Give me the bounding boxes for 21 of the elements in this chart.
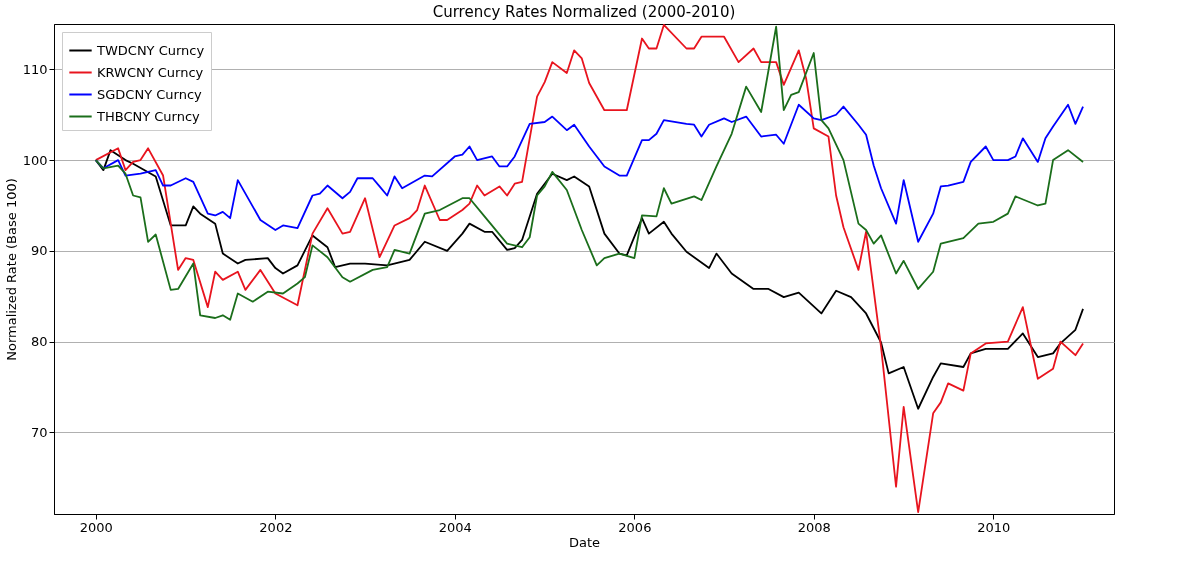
- x-axis-title: Date: [568, 534, 601, 550]
- line-series: [94, 149, 1084, 410]
- x-tick-label: 2010: [977, 519, 1011, 535]
- y-axis-title: Normalized Rate (Base 100): [3, 178, 19, 361]
- x-tick-label: 2000: [79, 519, 113, 535]
- y-tick-label: 80: [30, 334, 48, 350]
- y-tick-label: 90: [30, 243, 48, 259]
- chart-title: Currency Rates Normalized (2000-2010): [432, 3, 736, 21]
- x-tick-label: 2008: [797, 519, 831, 535]
- y-tick-label: 100: [22, 152, 48, 168]
- legend-label: KRWCNY Curncy: [97, 64, 204, 80]
- line-series: [94, 25, 1084, 321]
- x-tick-label: 2004: [438, 519, 472, 535]
- x-tick-label: 2002: [259, 519, 293, 535]
- line-series: [94, 24, 1084, 514]
- legend-label: SGDCNY Curncy: [97, 86, 203, 102]
- legend-label: TWDCNY Curncy: [96, 42, 205, 58]
- x-tick-label: 2006: [618, 519, 652, 535]
- y-tick-label: 110: [22, 61, 48, 77]
- y-tick-label: 70: [30, 424, 48, 440]
- legend-label: THBCNY Curncy: [96, 108, 201, 124]
